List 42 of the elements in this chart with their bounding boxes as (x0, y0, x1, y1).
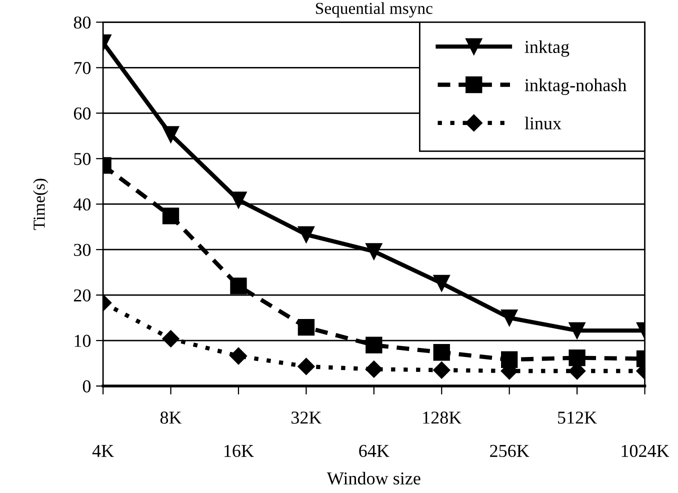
y-tick-label: 0 (82, 380, 91, 392)
y-tick-label: 10 (74, 334, 91, 347)
point (298, 358, 315, 376)
legend-label: inktag-nohash (524, 78, 626, 95)
x-tick-label: 32K (292, 412, 322, 424)
y-tick-label: 80 (74, 16, 91, 29)
point (230, 347, 248, 365)
point (501, 309, 518, 326)
point (162, 126, 180, 143)
point (230, 192, 247, 208)
x-tick-label: 16K (224, 444, 254, 458)
y-tick-label: 60 (74, 107, 91, 120)
point (162, 208, 180, 224)
chart-title: Sequential msync (316, 2, 432, 18)
point (230, 278, 247, 294)
point (366, 336, 382, 354)
x-tick-label: 128K (423, 412, 462, 424)
y-tick-label: 40 (74, 198, 91, 211)
x-tick-label: 8K (160, 412, 182, 424)
x-tick-label: 256K (490, 444, 530, 458)
y-axis-title: Time(s) (33, 178, 48, 230)
y-tick-label: 20 (74, 289, 91, 302)
point (568, 322, 586, 339)
x-tick-label: 4K (92, 444, 114, 457)
y-tick-label: 70 (74, 62, 91, 74)
point (365, 360, 382, 378)
point (433, 362, 450, 379)
point (433, 274, 450, 292)
x-tick-label: 512K (558, 412, 597, 424)
point (568, 349, 586, 366)
point (366, 243, 382, 260)
point (298, 226, 315, 243)
x-axis-title: Window size (326, 472, 420, 485)
legend-label: linux (524, 116, 562, 130)
legend-label: inktag (524, 40, 570, 57)
y-tick-label: 30 (74, 244, 91, 256)
x-tick-label: 64K (359, 444, 390, 458)
x-tick-label: 1024K (622, 444, 670, 458)
y-tick-label: 50 (74, 152, 91, 166)
point (298, 319, 315, 336)
point (433, 344, 450, 361)
point (162, 330, 180, 348)
